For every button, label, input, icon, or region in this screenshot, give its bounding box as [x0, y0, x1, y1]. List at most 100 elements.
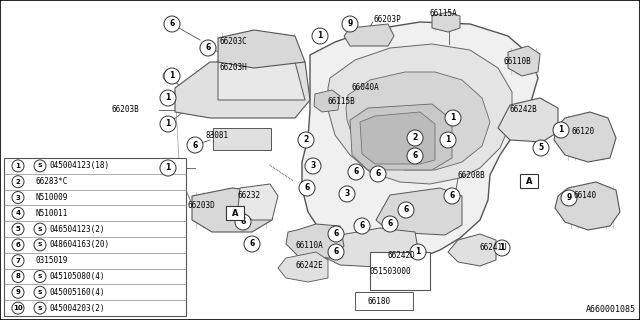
Text: 6: 6	[241, 218, 246, 227]
Polygon shape	[344, 24, 394, 46]
Circle shape	[163, 93, 173, 103]
Circle shape	[34, 286, 46, 298]
Text: 66180: 66180	[368, 298, 391, 307]
Text: 2: 2	[303, 135, 308, 145]
Text: 66110B: 66110B	[504, 58, 532, 67]
Circle shape	[12, 223, 24, 235]
Polygon shape	[175, 62, 310, 118]
Text: N510009: N510009	[36, 193, 68, 202]
Circle shape	[12, 239, 24, 251]
Text: 6: 6	[305, 183, 310, 193]
Circle shape	[12, 207, 24, 219]
Text: 66241U: 66241U	[480, 244, 508, 252]
Text: 045004203(2): 045004203(2)	[50, 304, 106, 313]
Circle shape	[160, 90, 176, 106]
Text: 6: 6	[353, 167, 358, 177]
Text: 1: 1	[317, 31, 323, 41]
Text: 66242B: 66242B	[510, 106, 538, 115]
Circle shape	[561, 190, 577, 206]
Text: 045105080(4): 045105080(4)	[50, 272, 106, 281]
Bar	[370, 252, 430, 290]
Circle shape	[312, 28, 328, 44]
Text: 6: 6	[376, 170, 381, 179]
Text: 7: 7	[15, 258, 20, 264]
Text: 6: 6	[412, 151, 418, 161]
Polygon shape	[286, 224, 344, 258]
Text: 6: 6	[15, 242, 20, 248]
Circle shape	[444, 188, 460, 204]
Text: A: A	[525, 177, 532, 186]
Text: 045004123(18): 045004123(18)	[50, 161, 110, 170]
Text: 1: 1	[165, 164, 171, 172]
Bar	[520, 174, 538, 188]
Circle shape	[328, 244, 344, 260]
Circle shape	[12, 176, 24, 188]
Text: 046504123(2): 046504123(2)	[50, 225, 106, 234]
Text: S: S	[38, 306, 42, 311]
Circle shape	[12, 255, 24, 267]
Circle shape	[190, 140, 200, 150]
Text: 66242E: 66242E	[296, 261, 324, 270]
Circle shape	[203, 43, 213, 53]
Circle shape	[533, 140, 549, 156]
Text: 5: 5	[538, 143, 543, 153]
Circle shape	[299, 180, 315, 196]
Text: 4: 4	[15, 210, 20, 216]
Text: 66115A: 66115A	[430, 10, 458, 19]
Circle shape	[12, 270, 24, 283]
Circle shape	[163, 163, 173, 173]
Polygon shape	[218, 62, 305, 100]
Polygon shape	[314, 90, 340, 112]
Text: 6: 6	[333, 247, 339, 257]
Circle shape	[167, 19, 177, 29]
Bar	[226, 206, 244, 220]
Circle shape	[354, 218, 370, 234]
Circle shape	[494, 240, 510, 256]
Text: 1: 1	[445, 135, 451, 145]
Circle shape	[34, 270, 46, 283]
Circle shape	[34, 239, 46, 251]
Circle shape	[187, 137, 203, 153]
Text: 1: 1	[15, 163, 20, 169]
Circle shape	[163, 119, 173, 129]
Bar	[355, 292, 413, 310]
Polygon shape	[498, 98, 558, 142]
Text: 048604163(20): 048604163(20)	[50, 240, 110, 249]
Circle shape	[34, 302, 46, 314]
Circle shape	[370, 166, 386, 182]
Text: 66203B: 66203B	[112, 106, 140, 115]
Circle shape	[339, 186, 355, 202]
Circle shape	[342, 16, 358, 32]
Text: 66110A: 66110A	[296, 242, 324, 251]
Text: S: S	[38, 243, 42, 247]
Text: 66203C: 66203C	[220, 37, 248, 46]
Text: 6: 6	[170, 20, 175, 28]
Circle shape	[34, 160, 46, 172]
Polygon shape	[360, 112, 435, 164]
Polygon shape	[508, 46, 540, 76]
Text: 66283*C: 66283*C	[36, 177, 68, 186]
Circle shape	[244, 236, 260, 252]
Text: 66120: 66120	[572, 127, 595, 137]
Text: A660001085: A660001085	[586, 305, 636, 314]
Text: 3: 3	[344, 189, 349, 198]
Circle shape	[298, 132, 314, 148]
Text: 6: 6	[250, 239, 255, 249]
Text: S: S	[38, 290, 42, 295]
Circle shape	[160, 116, 176, 132]
Polygon shape	[213, 128, 271, 150]
Text: 6: 6	[205, 44, 211, 52]
Polygon shape	[432, 12, 460, 32]
Polygon shape	[328, 44, 512, 184]
Text: A: A	[232, 209, 238, 218]
Circle shape	[553, 122, 569, 138]
Circle shape	[305, 158, 321, 174]
Circle shape	[398, 202, 414, 218]
Bar	[4, 158, 186, 316]
Polygon shape	[192, 188, 272, 232]
Text: 66232: 66232	[237, 191, 260, 201]
Text: 5: 5	[15, 226, 20, 232]
Polygon shape	[555, 182, 620, 230]
Circle shape	[382, 216, 398, 232]
Polygon shape	[318, 228, 420, 268]
